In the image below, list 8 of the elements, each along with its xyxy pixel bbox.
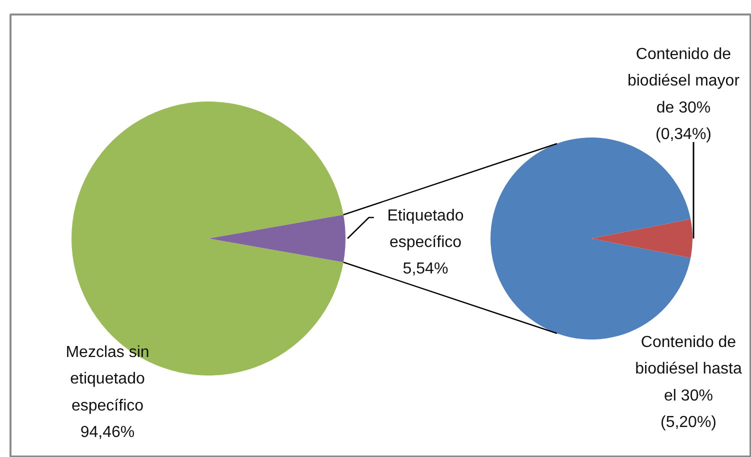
slice-label: Etiquetado específico <box>387 207 464 251</box>
data-label: 94,46% <box>80 424 135 441</box>
slice-label: Contenido de biodiésel mayor de 30% <box>627 46 740 116</box>
slice-label: Mezclas sin etiquetado específico <box>66 344 150 414</box>
data-label: 5,54% <box>402 260 448 278</box>
data-label: (0,34%) <box>655 126 712 143</box>
slice-label: Contenido de biodiésel hasta el 30% <box>635 334 742 404</box>
data-label: (5,20%) <box>660 414 717 431</box>
